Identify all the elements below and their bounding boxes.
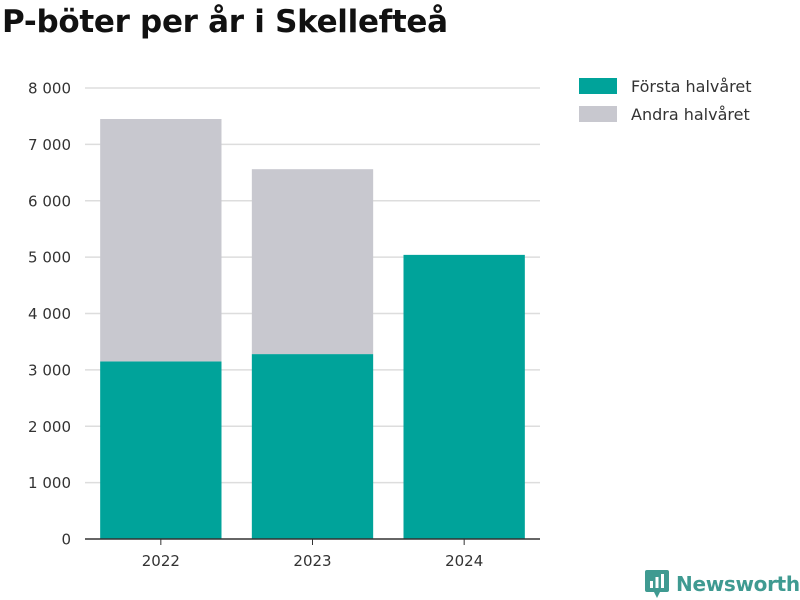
chart-title: P-böter per år i Skellefteå <box>2 4 448 40</box>
brand-logo: Newsworthy <box>644 568 800 600</box>
x-tick-label: 2022 <box>142 552 180 570</box>
bar-second-half <box>100 119 222 362</box>
bar-first-half <box>251 354 374 539</box>
legend: Första halvåret Andra halvåret <box>579 72 752 128</box>
bar-first-half <box>403 254 525 539</box>
legend-label-first-half: Första halvåret <box>631 76 752 96</box>
y-tick-label: 4 000 <box>28 305 71 323</box>
legend-swatch-first-half <box>579 78 617 94</box>
legend-item-second-half: Andra halvåret <box>579 100 752 128</box>
y-tick-label: 3 000 <box>28 361 71 379</box>
y-tick-label: 6 000 <box>28 192 71 210</box>
y-tick-label: 7 000 <box>28 136 71 154</box>
y-tick-label: 2 000 <box>28 418 71 436</box>
y-tick-label: 5 000 <box>28 249 71 267</box>
x-tick-label: 2023 <box>293 552 331 570</box>
x-tick-label: 2024 <box>445 552 483 570</box>
bar-second-half <box>251 169 374 355</box>
brand-name: Newsworthy <box>676 572 800 596</box>
legend-item-first-half: Första halvåret <box>579 72 752 100</box>
newsworthy-logo-icon <box>645 570 669 598</box>
legend-swatch-second-half <box>579 106 617 122</box>
bar-first-half <box>100 361 222 539</box>
legend-label-second-half: Andra halvåret <box>631 104 750 124</box>
y-tick-label: 8 000 <box>28 80 71 98</box>
y-tick-label: 0 <box>61 531 71 549</box>
y-tick-label: 1 000 <box>28 474 71 492</box>
